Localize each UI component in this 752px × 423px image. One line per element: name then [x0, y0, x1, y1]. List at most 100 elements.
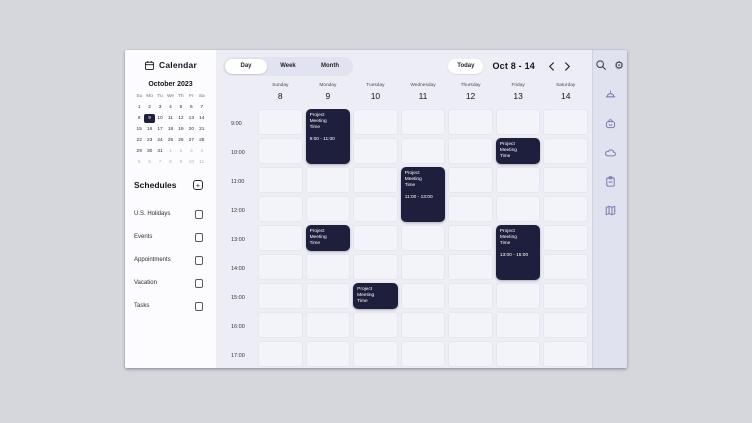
time-slot-cell[interactable] [448, 196, 493, 222]
mini-calendar-day[interactable]: 8 [169, 159, 172, 165]
mini-calendar-day[interactable]: 7 [200, 104, 204, 110]
time-slot-cell[interactable] [305, 196, 351, 222]
time-slot-cell[interactable] [448, 167, 493, 193]
mini-calendar-day[interactable]: 5 [179, 104, 183, 110]
mini-calendar-day[interactable]: 29 [136, 148, 142, 154]
schedule-item-checkbox[interactable] [194, 279, 203, 288]
mini-calendar-day[interactable]: 18 [167, 126, 174, 132]
time-slot-cell[interactable] [495, 109, 541, 135]
next-week-button[interactable] [561, 60, 574, 73]
mini-calendar-day[interactable]: 5 [137, 159, 141, 165]
time-slot-cell[interactable] [353, 109, 398, 135]
time-slot-cell[interactable] [258, 167, 303, 193]
schedule-item-checkbox[interactable] [194, 210, 203, 219]
cloud-button[interactable] [604, 147, 617, 160]
tab-week[interactable]: Week [280, 62, 296, 69]
mini-calendar-day[interactable]: 13 [188, 115, 195, 121]
mini-calendar-day[interactable]: 30 [146, 148, 153, 154]
mini-calendar-day[interactable]: 2 [179, 148, 183, 154]
time-slot-cell[interactable] [448, 341, 493, 367]
time-slot-cell[interactable] [258, 138, 303, 164]
tab-day[interactable]: Day [225, 58, 267, 74]
time-slot-cell[interactable] [400, 254, 446, 280]
mini-calendar-day[interactable]: 17 [157, 126, 163, 132]
prev-week-button[interactable] [545, 60, 558, 73]
event-block[interactable]: Project Meeting Time 13:00 - 15:00 [495, 225, 541, 280]
time-slot-cell[interactable] [495, 341, 541, 367]
mini-calendar-day[interactable]: 31 [157, 148, 163, 154]
schedule-item-checkbox[interactable] [194, 233, 203, 242]
time-slot-cell[interactable] [543, 341, 588, 367]
time-slot-cell[interactable] [448, 138, 493, 164]
add-schedule-button[interactable]: + [193, 180, 203, 190]
settings-button[interactable]: ⚙ [613, 59, 626, 72]
time-slot-cell[interactable] [400, 283, 446, 309]
event-block[interactable]: Project Meeting Time [353, 283, 398, 309]
mini-calendar-day[interactable]: 1 [137, 104, 141, 110]
time-slot-cell[interactable] [353, 225, 398, 251]
mini-calendar-day[interactable]: 4 [200, 148, 204, 154]
time-slot-cell[interactable] [353, 167, 398, 193]
time-slot-cell[interactable] [495, 196, 541, 222]
time-slot-cell[interactable] [353, 196, 398, 222]
time-slot-cell[interactable] [305, 341, 351, 367]
time-slot-cell[interactable] [543, 254, 588, 280]
bell-button[interactable] [604, 89, 617, 102]
clipboard-button[interactable] [604, 175, 617, 189]
mini-calendar-day[interactable]: 23 [146, 137, 153, 143]
schedule-item-checkbox[interactable] [194, 256, 203, 265]
mini-calendar-day[interactable]: 28 [199, 137, 205, 143]
time-slot-cell[interactable] [305, 312, 351, 338]
time-slot-cell[interactable] [400, 312, 446, 338]
mini-calendar-day[interactable]: 2 [148, 104, 151, 110]
mini-calendar-day[interactable]: 24 [157, 137, 163, 143]
time-slot-cell[interactable] [543, 138, 588, 164]
mini-calendar-day[interactable]: 9 [179, 159, 183, 165]
time-slot-cell[interactable] [448, 109, 493, 135]
time-slot-cell[interactable] [400, 138, 446, 164]
mini-calendar-day[interactable]: 10 [188, 159, 195, 165]
time-slot-cell[interactable] [543, 283, 588, 309]
mini-calendar-day[interactable]: 20 [188, 126, 195, 132]
search-button[interactable] [595, 59, 608, 72]
mini-calendar-day[interactable]: 22 [136, 137, 142, 143]
time-slot-cell[interactable] [305, 167, 351, 193]
today-button[interactable]: Today [448, 58, 484, 74]
time-slot-cell[interactable] [543, 167, 588, 193]
time-slot-cell[interactable] [543, 312, 588, 338]
time-slot-cell[interactable] [448, 225, 493, 251]
time-slot-cell[interactable] [495, 283, 541, 309]
mini-calendar-day[interactable]: 10 [157, 115, 163, 121]
schedule-item-checkbox[interactable] [194, 302, 203, 311]
time-slot-cell[interactable] [258, 341, 303, 367]
mini-calendar-day[interactable]: 15 [136, 126, 142, 132]
time-slot-cell[interactable] [353, 312, 398, 338]
time-slot-cell[interactable] [258, 254, 303, 280]
mini-calendar-day[interactable]: 11 [199, 159, 205, 165]
tab-month[interactable]: Month [321, 62, 339, 69]
time-slot-cell[interactable] [353, 341, 398, 367]
event-block[interactable]: Project Meeting Time [305, 225, 351, 251]
time-slot-cell[interactable] [448, 283, 493, 309]
mini-calendar-day[interactable]: 19 [178, 126, 184, 132]
mini-calendar-day[interactable]: 8 [137, 115, 141, 121]
time-slot-cell[interactable] [258, 283, 303, 309]
mini-calendar-day[interactable]: 25 [167, 137, 174, 143]
time-slot-cell[interactable] [258, 109, 303, 135]
mini-calendar-day[interactable]: 11 [168, 115, 173, 121]
time-slot-cell[interactable] [305, 283, 351, 309]
mini-calendar-day[interactable]: 1 [169, 148, 172, 154]
time-slot-cell[interactable] [353, 254, 398, 280]
time-slot-cell[interactable] [543, 109, 588, 135]
mini-calendar-day[interactable]: 3 [158, 104, 162, 110]
event-block[interactable]: Project Meeting Time 11:00 - 13:00 [400, 167, 446, 222]
time-slot-cell[interactable] [448, 312, 493, 338]
mini-calendar-day[interactable]: 27 [188, 137, 195, 143]
bag-button[interactable] [604, 118, 617, 131]
time-slot-cell[interactable] [258, 312, 303, 338]
time-slot-cell[interactable] [448, 254, 493, 280]
mini-calendar-day[interactable]: 12 [178, 115, 184, 121]
mini-calendar-day[interactable]: 26 [178, 137, 184, 143]
event-block[interactable]: Project Meeting Time 9:00 - 11:00 [305, 109, 351, 164]
mini-calendar-day[interactable]: 6 [148, 159, 151, 165]
